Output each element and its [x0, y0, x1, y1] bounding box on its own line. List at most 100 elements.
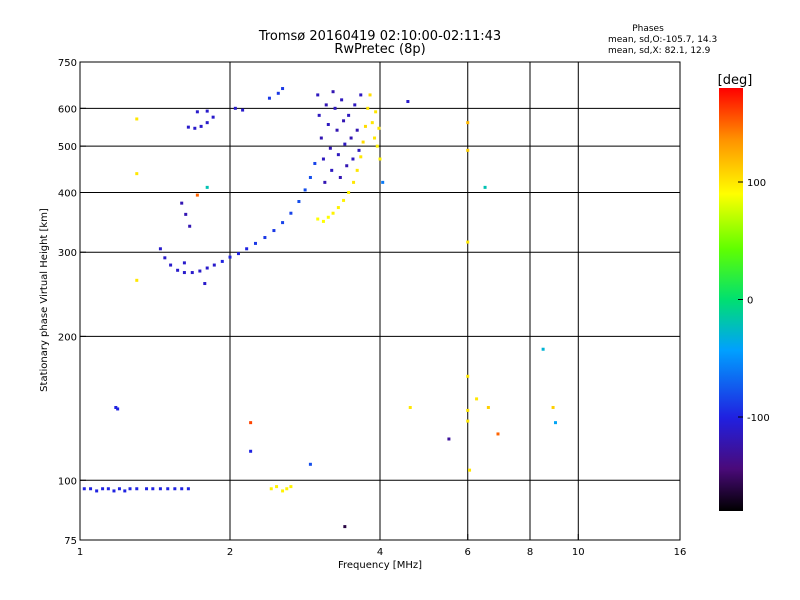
data-point [343, 142, 347, 146]
data-point [123, 489, 127, 493]
data-point [553, 421, 557, 425]
colorbar-label: [deg] [718, 73, 753, 88]
data-point [321, 157, 325, 161]
data-point [363, 124, 367, 128]
data-point [347, 113, 351, 117]
data-point [203, 282, 207, 286]
data-point [377, 126, 381, 130]
data-point [359, 93, 363, 97]
data-point [173, 487, 177, 491]
data-point [330, 168, 334, 172]
data-point [317, 113, 321, 117]
data-point [406, 100, 410, 104]
data-point [297, 200, 301, 204]
chart-title: Tromsø 20160419 02:10:00-02:11:43 [258, 29, 501, 44]
colorbar-tick-label: 0 [747, 296, 753, 307]
data-point [475, 397, 479, 401]
data-point [355, 168, 359, 172]
data-point [205, 121, 209, 125]
data-point [353, 103, 357, 107]
data-point [466, 148, 470, 152]
data-point [112, 489, 116, 493]
data-point [466, 408, 470, 412]
data-point [331, 211, 335, 215]
data-point [128, 487, 132, 491]
data-point [374, 110, 378, 114]
data-point [169, 263, 173, 267]
data-point [375, 144, 379, 148]
data-point [285, 487, 289, 491]
data-point [106, 487, 110, 491]
colorbar-tick-label: -100 [747, 413, 770, 424]
data-point [158, 487, 162, 491]
data-point [342, 119, 346, 123]
data-point [145, 487, 149, 491]
data-point [336, 206, 340, 210]
x-tick-label: 2 [227, 547, 233, 558]
x-tick-label: 10 [572, 547, 585, 558]
data-point [233, 106, 237, 110]
data-point [182, 261, 186, 265]
data-point [276, 91, 280, 95]
data-point [269, 487, 273, 491]
data-point [220, 259, 224, 263]
data-point [326, 123, 330, 127]
data-point [135, 487, 139, 491]
data-point [483, 185, 487, 189]
data-point [267, 96, 271, 100]
data-point [193, 126, 197, 130]
data-point [381, 180, 385, 184]
data-point [336, 153, 340, 157]
data-point [249, 421, 253, 425]
data-point [316, 93, 320, 97]
data-point [466, 374, 470, 378]
data-point [351, 157, 355, 161]
data-point [333, 106, 337, 110]
data-point [378, 157, 382, 161]
data-point [281, 489, 285, 493]
data-point [308, 175, 312, 179]
data-point [349, 136, 353, 140]
data-points [82, 87, 557, 529]
x-tick-label: 4 [377, 547, 383, 558]
chart-subtitle: RwPretec (8p) [334, 42, 425, 57]
data-point [135, 278, 139, 282]
data-point [352, 180, 356, 184]
data-point [366, 106, 370, 110]
data-point [468, 468, 472, 472]
data-point [281, 87, 285, 91]
data-point [343, 525, 347, 529]
data-point [188, 224, 192, 228]
data-point [281, 221, 285, 225]
data-point [323, 180, 327, 184]
data-point [158, 247, 162, 251]
data-point [326, 215, 330, 219]
data-point [184, 212, 188, 216]
data-point [551, 405, 555, 409]
data-point [359, 155, 363, 159]
data-point [370, 121, 374, 125]
x-axis-ticks: 1 2 4 6 8 10 16 [77, 534, 686, 558]
data-point [176, 268, 180, 272]
colorbar-ticks: 100 0 -100 [738, 178, 770, 424]
data-point [321, 219, 325, 223]
data-point [447, 437, 451, 441]
y-axis-label: Stationary phase Virtual Height [km] [39, 208, 50, 392]
data-point [117, 487, 121, 491]
data-point [373, 136, 377, 140]
data-point [331, 90, 335, 94]
data-point [357, 148, 361, 152]
y-tick-label: 500 [58, 142, 77, 153]
data-point [541, 347, 545, 351]
y-axis-ticks: 75 100 200 300 400 500 600 750 [58, 58, 86, 547]
data-point [116, 407, 120, 411]
x-axis-label: Frequency [MHz] [338, 560, 422, 571]
data-point [486, 405, 490, 409]
y-tick-label: 400 [58, 188, 77, 199]
data-point [166, 487, 170, 491]
data-point [338, 175, 342, 179]
data-point [190, 271, 194, 275]
data-point [340, 98, 344, 102]
y-tick-label: 200 [58, 332, 77, 343]
data-point [289, 211, 293, 215]
